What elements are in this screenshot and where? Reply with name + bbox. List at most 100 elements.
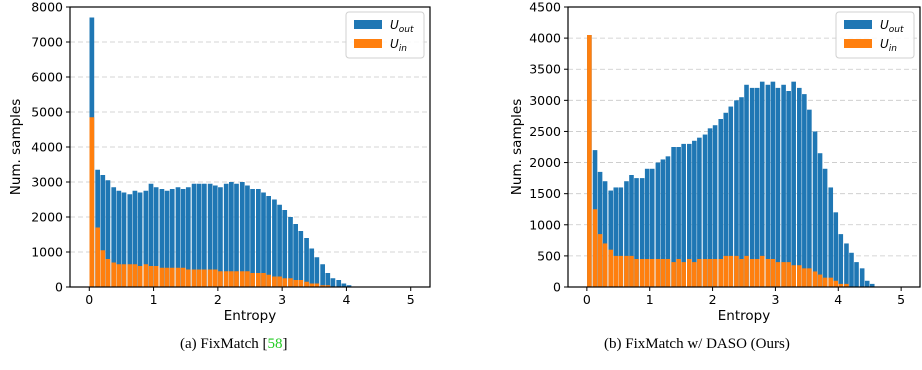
bar-out <box>817 153 823 287</box>
bar-out <box>775 87 781 287</box>
bar-out <box>116 190 122 287</box>
bar-out <box>833 212 839 287</box>
bar-out <box>869 283 875 287</box>
bar-out <box>822 168 828 287</box>
bar-in <box>229 271 234 287</box>
bar-in <box>697 259 702 287</box>
y-tick-label: 4500 <box>529 0 561 15</box>
legend-label-in: Uin <box>880 37 897 54</box>
bar-in <box>164 267 170 287</box>
bar-in <box>707 259 713 287</box>
bar-in <box>676 259 681 287</box>
bar-in <box>277 276 282 287</box>
y-tick-label: 6000 <box>31 70 63 85</box>
bar-in <box>180 267 186 287</box>
bar-out <box>728 106 734 287</box>
bar-out <box>191 183 197 287</box>
legend: Uout Uin <box>345 11 425 59</box>
bar-in <box>218 271 223 287</box>
bar-in <box>618 255 624 287</box>
bar-out <box>802 94 807 287</box>
bar-in <box>639 259 645 287</box>
bar-out <box>288 217 293 287</box>
bar-in <box>665 259 671 287</box>
y-tick-label: 0 <box>553 280 561 295</box>
bar-out <box>634 178 639 287</box>
bar-in <box>613 255 619 287</box>
y-tick-label: 5000 <box>31 105 63 120</box>
legend-label-out: Uout <box>390 18 414 35</box>
bar-in <box>739 259 744 287</box>
bar-out <box>602 181 608 287</box>
x-tick-label: 4 <box>834 292 842 307</box>
bar-in <box>320 285 325 287</box>
bar-out <box>298 231 304 287</box>
bar-in <box>159 267 165 287</box>
y-axis-label: Num. samples <box>8 99 24 196</box>
bar-in <box>272 276 277 287</box>
bar-in <box>196 269 202 287</box>
bar-in <box>148 266 154 287</box>
bar-out <box>639 178 645 287</box>
bar-in <box>175 267 181 287</box>
bar-in <box>207 269 213 287</box>
x-tick-label: 2 <box>709 292 717 307</box>
bar-out <box>854 262 859 287</box>
bar-in <box>817 274 823 287</box>
bar-in <box>143 264 149 287</box>
bar-out <box>791 81 796 288</box>
y-tick-label: 7000 <box>31 35 63 50</box>
bar-in <box>116 264 122 287</box>
bar-out <box>304 238 309 287</box>
bar-out <box>749 87 755 287</box>
bar-out <box>100 175 106 287</box>
bar-out <box>624 181 629 287</box>
bar-in <box>838 283 844 287</box>
bar-out <box>844 243 849 287</box>
bar-out <box>325 273 331 287</box>
bar-out <box>676 147 681 287</box>
bar-in <box>191 269 197 287</box>
bar-in <box>234 271 239 287</box>
bar-out <box>613 187 619 287</box>
bar-out <box>137 192 143 287</box>
bar-out <box>239 182 245 287</box>
bar-in <box>791 265 796 287</box>
bar-out <box>687 143 692 287</box>
bar-out <box>707 128 713 287</box>
bar-out <box>697 137 702 287</box>
bar-in <box>734 255 739 287</box>
bar-out <box>266 196 271 287</box>
bar-in <box>592 209 598 287</box>
bar-in <box>786 262 791 287</box>
bar-out <box>759 81 765 288</box>
bar-in <box>765 259 771 287</box>
bar-in <box>309 283 315 287</box>
bar-in <box>812 271 818 287</box>
bar-out <box>320 264 325 287</box>
bar-in <box>649 259 655 287</box>
x-tick-label: 3 <box>771 292 779 307</box>
bar-in <box>744 255 749 287</box>
bar-out <box>212 185 218 287</box>
bar-in <box>828 277 834 287</box>
bar-in <box>250 273 255 287</box>
x-tick-label: 0 <box>85 292 93 307</box>
bar-out <box>671 147 676 287</box>
bar-in <box>239 271 245 287</box>
bar-out <box>250 189 255 287</box>
bar-in <box>111 262 117 287</box>
bar-out <box>629 175 634 287</box>
caption-a-citation[interactable]: 58 <box>267 336 283 352</box>
bar-in <box>844 283 849 287</box>
bar-out <box>309 248 315 287</box>
bar-out <box>765 84 771 288</box>
bar-in <box>105 259 111 287</box>
legend-label-out: Uout <box>880 18 904 35</box>
bar-out <box>105 180 111 287</box>
bar-in <box>325 285 331 287</box>
bar-out <box>245 185 250 287</box>
bar-out <box>159 189 165 287</box>
bar-in <box>137 266 143 287</box>
bar-in <box>781 262 786 287</box>
